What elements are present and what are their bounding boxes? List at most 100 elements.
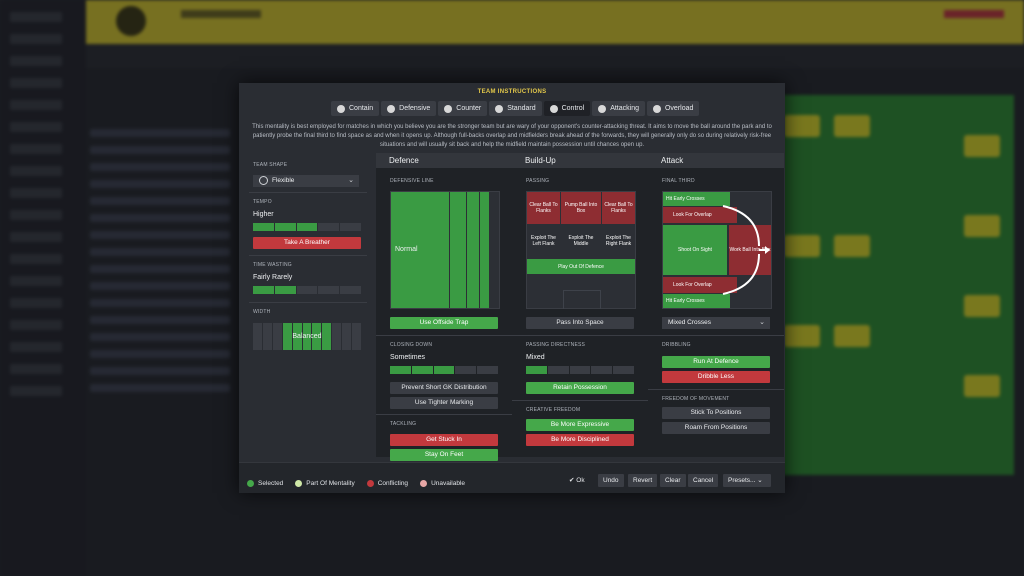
tab-defensive[interactable]: Defensive bbox=[381, 101, 437, 116]
exploit-right-cell[interactable]: Exploit The Right Flank bbox=[605, 235, 632, 247]
passing-label: PASSING bbox=[526, 178, 550, 184]
freedom-of-movement-label: FREEDOM OF MOVEMENT bbox=[662, 396, 730, 402]
contain-icon bbox=[337, 104, 345, 113]
closing-down-label: CLOSING DOWN bbox=[390, 342, 433, 348]
overload-icon bbox=[652, 104, 661, 113]
be-more-expressive-button[interactable]: Be More Expressive bbox=[526, 419, 634, 431]
shape-icon bbox=[259, 175, 268, 185]
chevron-down-icon: ⌄ bbox=[759, 319, 765, 326]
be-more-disciplined-button[interactable]: Be More Disciplined bbox=[526, 434, 634, 446]
attack-header: Attack bbox=[648, 153, 784, 168]
run-at-defence-button[interactable]: Run At Defence bbox=[662, 356, 770, 368]
unavailable-dot-icon bbox=[420, 479, 428, 487]
exploit-left-cell[interactable]: Exploit The Left Flank bbox=[531, 235, 556, 247]
defensive-line-value: Normal bbox=[395, 246, 418, 253]
bg-pitch bbox=[774, 95, 1014, 475]
passing-directness-value: Mixed bbox=[526, 354, 545, 361]
tab-label: Standard bbox=[507, 105, 536, 112]
pass-into-space-button[interactable]: Pass Into Space bbox=[526, 317, 634, 329]
tab-label: Counter bbox=[456, 105, 482, 112]
tempo-value: Higher bbox=[253, 211, 274, 218]
dribble-less-button[interactable]: Dribble Less bbox=[662, 371, 770, 383]
stay-on-feet-button[interactable]: Stay On Feet bbox=[390, 449, 498, 461]
tab-attacking[interactable]: Attacking bbox=[592, 101, 645, 116]
legend-selected: Selected bbox=[247, 479, 283, 487]
final-third-label: FINAL THIRD bbox=[662, 178, 695, 184]
tighter-marking-button[interactable]: Use Tighter Marking bbox=[390, 397, 498, 409]
defensive-line-pitch[interactable]: Normal bbox=[390, 191, 500, 309]
width-slider[interactable] bbox=[253, 323, 361, 350]
tab-label: Defensive bbox=[399, 105, 431, 112]
hit-early-crosses-top[interactable]: Hit Early Crosses bbox=[663, 192, 730, 206]
final-third-pitch[interactable]: Hit Early Crosses Look For Overlap Shoot… bbox=[662, 191, 772, 309]
defensive-icon bbox=[387, 104, 396, 113]
ok-button[interactable]: ✔ Ok bbox=[569, 477, 585, 484]
look-for-overlap-bottom[interactable]: Look For Overlap bbox=[663, 277, 737, 293]
team-instructions-dialog: TEAM INSTRUCTIONS Contain Defensive Coun… bbox=[239, 83, 785, 493]
width-value: Balanced bbox=[292, 333, 322, 340]
clear-left-cell[interactable]: Clear Ball To Flanks bbox=[527, 192, 560, 224]
offside-trap-button[interactable]: Use Offside Trap bbox=[390, 317, 498, 329]
chevron-down-icon: ⌄ bbox=[348, 177, 354, 184]
legend-part-of-mentality: Part Of Mentality bbox=[295, 479, 355, 487]
tab-counter[interactable]: Counter bbox=[438, 101, 488, 116]
passing-directness-label: PASSING DIRECTNESS bbox=[526, 342, 586, 348]
check-icon: ✔ bbox=[569, 477, 577, 484]
chevron-down-icon: ⌄ bbox=[757, 477, 763, 484]
clear-button[interactable]: Clear bbox=[660, 474, 686, 487]
tab-control[interactable]: Control bbox=[543, 101, 591, 116]
defence-header: Defence bbox=[376, 153, 512, 168]
dialog-title: TEAM INSTRUCTIONS bbox=[477, 89, 547, 95]
cancel-button[interactable]: Cancel bbox=[688, 474, 719, 487]
closing-down-slider[interactable] bbox=[390, 366, 498, 374]
buildup-column: Build-Up PASSING Clear Ball To Flanks Pu… bbox=[512, 153, 648, 457]
play-out-cell[interactable]: Play Out Of Defence bbox=[527, 259, 635, 274]
prevent-short-gk-button[interactable]: Prevent Short GK Distribution bbox=[390, 382, 498, 394]
look-for-overlap-top[interactable]: Look For Overlap bbox=[663, 207, 737, 223]
tab-contain[interactable]: Contain bbox=[331, 101, 380, 116]
crosses-select[interactable]: Mixed Crosses ⌄ bbox=[662, 317, 770, 329]
passing-pitch[interactable]: Clear Ball To Flanks Pump Ball Into Box … bbox=[526, 191, 636, 309]
tempo-slider[interactable] bbox=[253, 223, 361, 231]
retain-possession-button[interactable]: Retain Possession bbox=[526, 382, 634, 394]
counter-icon bbox=[444, 104, 453, 113]
presets-button[interactable]: Presets... ⌄ bbox=[723, 474, 771, 487]
pump-ball-cell[interactable]: Pump Ball Into Box bbox=[561, 192, 601, 224]
time-wasting-value: Fairly Rarely bbox=[253, 274, 293, 281]
bg-header bbox=[86, 0, 1024, 44]
tab-label: Control bbox=[561, 105, 585, 112]
tab-label: Overload bbox=[664, 105, 694, 112]
mentality-tabs: Contain Defensive Counter Standard Contr… bbox=[331, 101, 700, 116]
team-shape-label: TEAM SHAPE bbox=[253, 162, 288, 168]
bg-sidebar bbox=[0, 0, 86, 576]
shoot-on-sight-cell[interactable]: Shoot On Sight bbox=[663, 225, 727, 275]
take-a-breather-button[interactable]: Take A Breather bbox=[253, 237, 361, 249]
attacking-icon bbox=[598, 104, 607, 113]
roam-from-positions-button[interactable]: Roam From Positions bbox=[662, 422, 770, 434]
tab-overload[interactable]: Overload bbox=[646, 101, 700, 116]
exploit-middle-cell[interactable]: Exploit The Middle bbox=[568, 235, 594, 247]
bg-subnav bbox=[86, 44, 1024, 68]
control-icon bbox=[549, 104, 558, 113]
tab-standard[interactable]: Standard bbox=[489, 101, 542, 116]
tempo-label: TEMPO bbox=[253, 199, 272, 205]
tab-label: Attacking bbox=[610, 105, 639, 112]
defence-column: Defence DEFENSIVE LINE Normal Use Offsid… bbox=[376, 153, 512, 461]
tackling-label: TACKLING bbox=[390, 421, 417, 427]
stick-to-positions-button[interactable]: Stick To Positions bbox=[662, 407, 770, 419]
team-shape-select[interactable]: Flexible ⌄ bbox=[253, 175, 359, 187]
passing-directness-slider[interactable] bbox=[526, 366, 634, 374]
time-wasting-slider[interactable] bbox=[253, 286, 361, 294]
general-settings: TEAM SHAPE Flexible ⌄ TEMPO Higher Take … bbox=[249, 153, 367, 457]
undo-button[interactable]: Undo bbox=[598, 474, 624, 487]
clear-right-cell[interactable]: Clear Ball To Flanks bbox=[602, 192, 635, 224]
legend-conflicting: Conflicting bbox=[366, 479, 408, 487]
width-label: WIDTH bbox=[253, 309, 271, 315]
get-stuck-in-button[interactable]: Get Stuck In bbox=[390, 434, 498, 446]
crosses-value: Mixed Crosses bbox=[668, 319, 711, 326]
dribbling-label: DRIBBLING bbox=[662, 342, 691, 348]
dialog-footer: Selected Part Of Mentality Conflicting U… bbox=[239, 462, 785, 493]
revert-button[interactable]: Revert bbox=[628, 474, 658, 487]
bg-player-list bbox=[90, 120, 230, 460]
hit-early-crosses-bottom[interactable]: Hit Early Crosses bbox=[663, 294, 730, 308]
